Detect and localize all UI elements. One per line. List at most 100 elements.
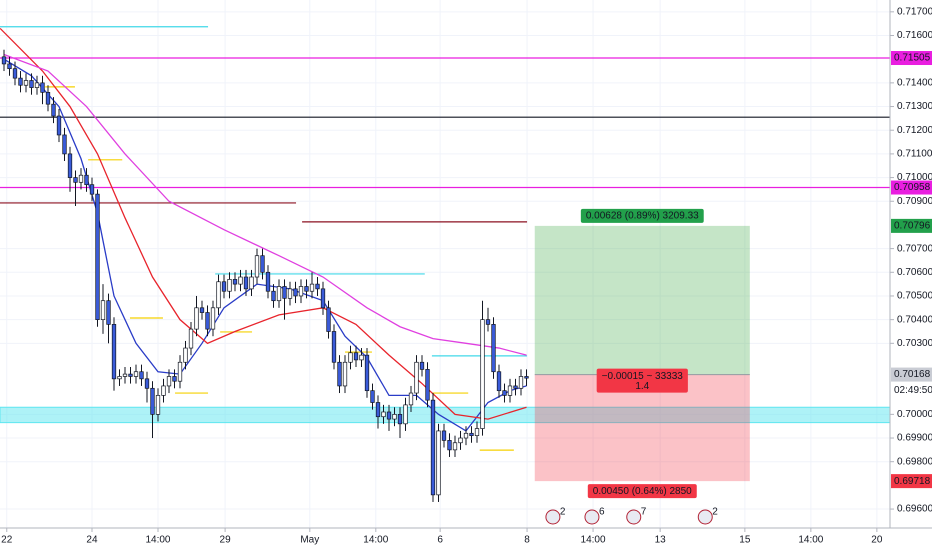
- candle-body: [408, 392, 414, 406]
- candle-body: [364, 354, 370, 392]
- y-tick-label: 0.69800: [897, 456, 932, 467]
- candle-body: [150, 387, 155, 415]
- x-tick-label: May: [300, 535, 319, 546]
- plot-area: 0.00628 (0.89%) 3209.33 0.00450 (0.64%) 2…: [0, 26, 891, 502]
- event-icon: [584, 509, 600, 525]
- candle-body: [485, 319, 491, 325]
- candle-body: [480, 319, 485, 429]
- stop-label-box: [587, 484, 697, 499]
- y-tick-label: 0.70300: [897, 338, 932, 349]
- candle-body: [518, 376, 524, 389]
- candle-body: [326, 307, 331, 332]
- candle-body: [309, 283, 315, 292]
- candle-body: [34, 82, 40, 88]
- event-count: 2: [712, 507, 718, 518]
- event-icon: [626, 509, 642, 525]
- y-tick-label: 0.70900: [897, 196, 932, 207]
- candle-body: [106, 300, 111, 325]
- candle-body: [287, 288, 293, 299]
- candle-body: [249, 276, 254, 290]
- candle-body: [452, 442, 458, 451]
- center-label-box: [596, 368, 688, 393]
- price-label: 0.70958: [894, 182, 931, 193]
- candle-body: [155, 395, 161, 415]
- candle-body: [227, 279, 232, 292]
- candle-body: [353, 352, 359, 361]
- candle-body: [166, 376, 172, 387]
- candle-body: [100, 300, 106, 320]
- target-label: 0.00628 (0.89%) 3209.33: [586, 211, 699, 222]
- countdown: 02:49:50: [894, 385, 932, 396]
- x-tick-label: 14:00: [581, 535, 606, 546]
- y-tick-label: 0.71000: [897, 172, 932, 183]
- candle-body: [282, 286, 287, 299]
- candle-body: [23, 80, 29, 86]
- event-count: 7: [641, 507, 647, 518]
- x-tick-label: 14:00: [145, 535, 170, 546]
- profit-zone: [534, 225, 750, 375]
- candle-body: [436, 430, 441, 496]
- candle-body: [441, 430, 447, 441]
- x-tick-label: 13: [655, 535, 667, 546]
- y-tick-label: 0.69900: [897, 433, 932, 444]
- candle-body: [298, 286, 304, 297]
- event-count: 2: [560, 507, 566, 518]
- candle-body: [128, 373, 133, 377]
- candle-body: [430, 399, 436, 496]
- candle-body: [243, 276, 249, 290]
- candle-body: [210, 307, 216, 330]
- candle-body: [271, 290, 276, 302]
- y-tick-label: 0.70700: [897, 243, 932, 254]
- center-label: −0.00015 ~ 33333: [602, 371, 684, 382]
- candle-body: [320, 288, 326, 309]
- candle-body: [194, 307, 199, 330]
- candle-body: [381, 411, 386, 418]
- x-tick-label: 8: [524, 535, 530, 546]
- stop-label: 0.00450 (0.64%) 2850: [593, 486, 692, 497]
- candle-body: [513, 385, 518, 389]
- candle-body: [260, 255, 265, 273]
- y-tick-label: 0.70000: [897, 409, 932, 420]
- x-tick-label: 15: [739, 535, 751, 546]
- candle-body: [144, 378, 150, 389]
- candle-body: [216, 281, 221, 309]
- candle-body: [84, 174, 89, 186]
- candle-body: [29, 80, 34, 88]
- candle-body: [337, 361, 342, 387]
- target-label-box: [580, 208, 704, 223]
- candle-body: [232, 279, 238, 285]
- x-tick-label: 29: [220, 535, 232, 546]
- candle-body: [199, 307, 205, 313]
- candle-body: [40, 82, 45, 93]
- y-tick-label: 0.71300: [897, 101, 932, 112]
- candle-body: [370, 390, 375, 403]
- candle-body: [425, 369, 430, 401]
- price-label-box: [891, 474, 932, 489]
- candle-body: [177, 361, 183, 382]
- x-tick-label: 24: [86, 535, 98, 546]
- price-label-box: [891, 367, 932, 382]
- candle-body: [403, 404, 408, 425]
- candle-body: [496, 371, 502, 392]
- candle-body: [397, 413, 403, 425]
- candle-body: [414, 361, 419, 394]
- candle-body: [133, 371, 139, 377]
- axes: 0.71700 0.71600 0.71400 0.71300 0.71200 0.711…: [1, 6, 932, 546]
- candle-body: [524, 376, 529, 379]
- candle-body: [78, 174, 84, 183]
- y-tick-label: 0.69600: [897, 504, 932, 515]
- candle-body: [1, 56, 7, 65]
- event-count: 6: [599, 507, 605, 518]
- y-tick-label: 0.71600: [897, 30, 932, 41]
- y-tick-label: 0.70500: [897, 291, 932, 302]
- candle-body: [172, 376, 177, 382]
- candle-body: [359, 354, 364, 361]
- y-tick-label: 0.71400: [897, 78, 932, 89]
- candle-body: [188, 328, 194, 349]
- candle-body: [276, 286, 282, 302]
- candle-body: [51, 103, 56, 117]
- candle-body: [183, 347, 188, 363]
- candle-body: [238, 276, 243, 285]
